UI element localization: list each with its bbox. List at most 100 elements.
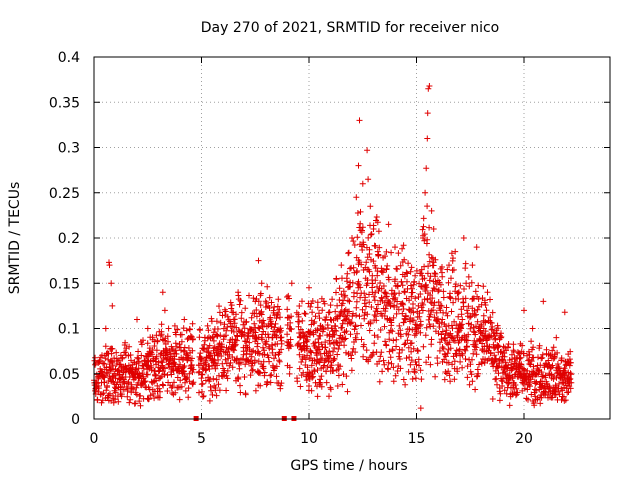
data-point [525,348,532,355]
data-point [388,287,395,294]
data-point [567,359,574,366]
data-point [178,331,185,338]
data-point [306,284,312,291]
data-point [164,372,171,379]
data-point [164,388,171,394]
data-point [412,272,419,279]
data-point [464,374,471,381]
data-point [326,309,333,316]
data-point [294,378,301,385]
data-point [261,320,267,327]
data-point [301,310,308,317]
data-point [267,318,274,325]
data-point [403,355,410,362]
data-point [393,336,400,343]
data-point [296,330,303,336]
data-point [136,398,143,405]
data-point [383,266,390,273]
data-point [401,288,408,295]
data-point [405,260,412,267]
data-point [95,385,102,392]
data-point [354,268,361,274]
data-point [357,220,364,227]
data-point [531,402,538,409]
data-point [457,282,464,289]
data-point [426,251,433,258]
data-point [198,356,205,363]
data-point [185,385,192,392]
data-point [334,351,341,358]
data-point [344,388,351,395]
data-point [161,371,168,378]
data-point [416,323,423,329]
data-point [530,363,537,370]
data-point [427,292,434,298]
data-point [428,207,435,214]
data-point [339,320,346,327]
data-point [241,325,248,332]
data-point [481,297,488,304]
data-point [484,289,491,296]
data-point [310,331,317,338]
data-point [390,364,397,371]
data-point [266,294,273,301]
data-point [257,382,264,389]
data-point [333,328,340,334]
data-point [350,264,357,271]
data-point [297,383,304,390]
data-point [554,349,561,356]
data-point [234,355,241,362]
data-point [331,345,338,351]
data-point [230,316,237,323]
data-point [404,270,411,277]
data-point [450,255,456,262]
data-point [374,219,381,226]
data-point [357,208,364,215]
data-point [149,351,156,358]
data-point [94,396,101,403]
data-point [101,352,108,359]
data-point [327,386,334,393]
data-point [568,379,575,386]
data-point [298,359,305,365]
data-point [555,364,562,370]
data-point [430,285,437,292]
data-point [545,357,552,364]
data-point [407,282,414,289]
data-point [248,348,255,355]
data-point [349,279,356,286]
data-point [330,367,337,374]
data-point [113,349,120,356]
data-point [367,320,374,327]
data-point [380,283,387,289]
data-point [421,231,428,238]
data-point [395,250,402,257]
data-point [352,349,359,356]
data-point [288,326,295,333]
data-point [383,293,390,300]
data-point [445,368,452,375]
data-point [371,293,377,300]
data-point [459,364,466,371]
data-point [337,363,344,370]
data-point [539,351,546,358]
data-point [533,387,540,394]
data-point [177,361,184,368]
data-point [108,280,115,287]
data-point [425,263,432,270]
data-point [439,273,446,280]
data-point [361,290,368,297]
y-tick-label: 0.05 [49,367,80,383]
data-point [239,355,246,362]
data-point [199,380,206,387]
data-point [201,341,208,348]
data-point [482,302,489,308]
data-point [447,378,454,385]
data-point [401,289,408,296]
data-point [567,348,574,355]
data-point [462,347,469,354]
data-point [353,194,360,201]
data-point [514,389,521,396]
data-point [137,402,144,409]
data-point [407,361,414,368]
